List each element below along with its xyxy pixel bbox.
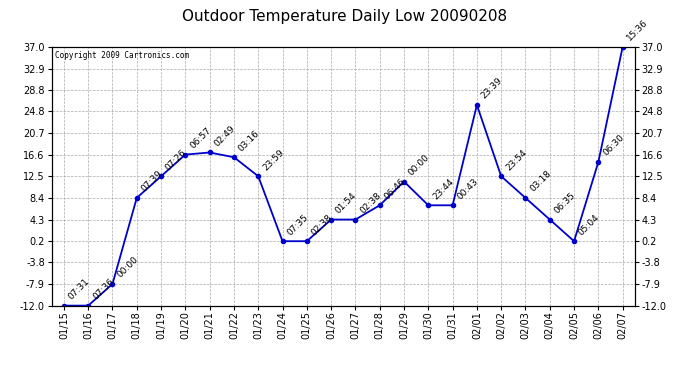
Text: 07:36: 07:36 xyxy=(91,277,116,302)
Text: 07:39: 07:39 xyxy=(139,169,164,194)
Text: 23:39: 23:39 xyxy=(480,76,504,101)
Text: 02:38: 02:38 xyxy=(310,213,334,237)
Text: 07:26: 07:26 xyxy=(164,147,188,172)
Text: 02:49: 02:49 xyxy=(213,124,237,148)
Text: 23:54: 23:54 xyxy=(504,148,529,172)
Text: 15:36: 15:36 xyxy=(625,18,650,43)
Text: 06:57: 06:57 xyxy=(188,126,213,150)
Text: Outdoor Temperature Daily Low 20090208: Outdoor Temperature Daily Low 20090208 xyxy=(182,9,508,24)
Text: 00:00: 00:00 xyxy=(407,153,431,177)
Text: 05:04: 05:04 xyxy=(577,213,602,237)
Text: 07:35: 07:35 xyxy=(286,212,310,237)
Text: 06:30: 06:30 xyxy=(601,133,626,158)
Text: 06:46: 06:46 xyxy=(382,177,407,201)
Text: 03:16: 03:16 xyxy=(237,128,262,153)
Text: 07:31: 07:31 xyxy=(67,277,91,302)
Text: 23:59: 23:59 xyxy=(261,147,286,172)
Text: 23:44: 23:44 xyxy=(431,177,455,201)
Text: 01:54: 01:54 xyxy=(334,191,359,215)
Text: 06:35: 06:35 xyxy=(553,191,578,215)
Text: 00:43: 00:43 xyxy=(455,177,480,201)
Text: Copyright 2009 Cartronics.com: Copyright 2009 Cartronics.com xyxy=(55,51,189,60)
Text: 03:18: 03:18 xyxy=(529,169,553,194)
Text: 00:00: 00:00 xyxy=(115,255,140,280)
Text: 02:38: 02:38 xyxy=(358,191,383,215)
